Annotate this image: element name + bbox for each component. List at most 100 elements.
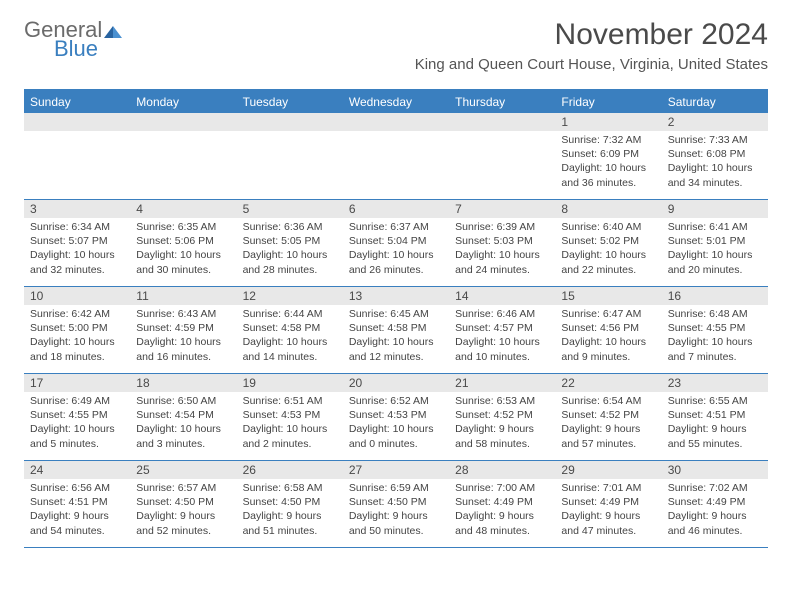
cell-body: Sunrise: 6:58 AMSunset: 4:50 PMDaylight:…	[237, 479, 343, 542]
day-header: Wednesday	[343, 91, 449, 113]
sunrise-text: Sunrise: 6:49 AM	[30, 394, 124, 408]
sunrise-text: Sunrise: 6:51 AM	[243, 394, 337, 408]
sunrise-text: Sunrise: 6:58 AM	[243, 481, 337, 495]
sunrise-text: Sunrise: 6:48 AM	[668, 307, 762, 321]
cell-body	[449, 131, 555, 191]
daylight-text: Daylight: 10 hours and 18 minutes.	[30, 335, 124, 363]
day-number: 9	[662, 200, 768, 218]
sunset-text: Sunset: 4:59 PM	[136, 321, 230, 335]
day-header: Monday	[130, 91, 236, 113]
day-number: 30	[662, 461, 768, 479]
header: GeneralBlue November 2024 King and Queen…	[0, 0, 792, 81]
day-header: Friday	[555, 91, 661, 113]
day-header-row: SundayMondayTuesdayWednesdayThursdayFrid…	[24, 91, 768, 113]
sunrise-text: Sunrise: 6:37 AM	[349, 220, 443, 234]
calendar-cell: 19Sunrise: 6:51 AMSunset: 4:53 PMDayligh…	[237, 374, 343, 460]
logo: GeneralBlue	[24, 18, 122, 60]
sunset-text: Sunset: 4:58 PM	[349, 321, 443, 335]
calendar-cell: 23Sunrise: 6:55 AMSunset: 4:51 PMDayligh…	[662, 374, 768, 460]
sunrise-text: Sunrise: 6:35 AM	[136, 220, 230, 234]
sunset-text: Sunset: 5:07 PM	[30, 234, 124, 248]
sunrise-text: Sunrise: 7:01 AM	[561, 481, 655, 495]
calendar-cell: 2Sunrise: 7:33 AMSunset: 6:08 PMDaylight…	[662, 113, 768, 199]
daylight-text: Daylight: 9 hours and 46 minutes.	[668, 509, 762, 537]
location-text: King and Queen Court House, Virginia, Un…	[415, 56, 768, 73]
day-number: 26	[237, 461, 343, 479]
daylight-text: Daylight: 9 hours and 47 minutes.	[561, 509, 655, 537]
calendar-cell: 5Sunrise: 6:36 AMSunset: 5:05 PMDaylight…	[237, 200, 343, 286]
sunrise-text: Sunrise: 6:53 AM	[455, 394, 549, 408]
sunrise-text: Sunrise: 6:47 AM	[561, 307, 655, 321]
cell-body: Sunrise: 6:42 AMSunset: 5:00 PMDaylight:…	[24, 305, 130, 368]
daylight-text: Daylight: 9 hours and 55 minutes.	[668, 422, 762, 450]
calendar-cell: 6Sunrise: 6:37 AMSunset: 5:04 PMDaylight…	[343, 200, 449, 286]
calendar-cell: 11Sunrise: 6:43 AMSunset: 4:59 PMDayligh…	[130, 287, 236, 373]
sunset-text: Sunset: 4:58 PM	[243, 321, 337, 335]
day-number: 16	[662, 287, 768, 305]
cell-body	[130, 131, 236, 191]
calendar-cell: 15Sunrise: 6:47 AMSunset: 4:56 PMDayligh…	[555, 287, 661, 373]
calendar-cell: 3Sunrise: 6:34 AMSunset: 5:07 PMDaylight…	[24, 200, 130, 286]
day-number	[343, 113, 449, 131]
calendar-cell: 27Sunrise: 6:59 AMSunset: 4:50 PMDayligh…	[343, 461, 449, 547]
day-number: 7	[449, 200, 555, 218]
sunset-text: Sunset: 4:50 PM	[243, 495, 337, 509]
sunrise-text: Sunrise: 7:02 AM	[668, 481, 762, 495]
cell-body	[237, 131, 343, 191]
daylight-text: Daylight: 9 hours and 51 minutes.	[243, 509, 337, 537]
sunrise-text: Sunrise: 6:55 AM	[668, 394, 762, 408]
logo-text-blue: Blue	[54, 37, 122, 60]
cell-body: Sunrise: 6:41 AMSunset: 5:01 PMDaylight:…	[662, 218, 768, 281]
cell-body: Sunrise: 6:37 AMSunset: 5:04 PMDaylight:…	[343, 218, 449, 281]
daylight-text: Daylight: 10 hours and 12 minutes.	[349, 335, 443, 363]
daylight-text: Daylight: 10 hours and 20 minutes.	[668, 248, 762, 276]
sunrise-text: Sunrise: 6:56 AM	[30, 481, 124, 495]
sunrise-text: Sunrise: 6:42 AM	[30, 307, 124, 321]
daylight-text: Daylight: 10 hours and 26 minutes.	[349, 248, 443, 276]
day-number: 10	[24, 287, 130, 305]
daylight-text: Daylight: 10 hours and 14 minutes.	[243, 335, 337, 363]
sunset-text: Sunset: 5:05 PM	[243, 234, 337, 248]
sunset-text: Sunset: 4:51 PM	[30, 495, 124, 509]
sunset-text: Sunset: 5:06 PM	[136, 234, 230, 248]
day-number: 29	[555, 461, 661, 479]
sunrise-text: Sunrise: 6:40 AM	[561, 220, 655, 234]
sunset-text: Sunset: 4:56 PM	[561, 321, 655, 335]
daylight-text: Daylight: 9 hours and 57 minutes.	[561, 422, 655, 450]
daylight-text: Daylight: 10 hours and 22 minutes.	[561, 248, 655, 276]
calendar-cell: 1Sunrise: 7:32 AMSunset: 6:09 PMDaylight…	[555, 113, 661, 199]
month-title: November 2024	[415, 18, 768, 52]
sunset-text: Sunset: 4:53 PM	[243, 408, 337, 422]
calendar-cell: 8Sunrise: 6:40 AMSunset: 5:02 PMDaylight…	[555, 200, 661, 286]
day-number: 11	[130, 287, 236, 305]
sunrise-text: Sunrise: 6:34 AM	[30, 220, 124, 234]
sunrise-text: Sunrise: 6:54 AM	[561, 394, 655, 408]
sunset-text: Sunset: 6:09 PM	[561, 147, 655, 161]
calendar-cell: 4Sunrise: 6:35 AMSunset: 5:06 PMDaylight…	[130, 200, 236, 286]
day-header: Saturday	[662, 91, 768, 113]
sunset-text: Sunset: 4:52 PM	[561, 408, 655, 422]
calendar-cell: 13Sunrise: 6:45 AMSunset: 4:58 PMDayligh…	[343, 287, 449, 373]
cell-body: Sunrise: 6:47 AMSunset: 4:56 PMDaylight:…	[555, 305, 661, 368]
sunset-text: Sunset: 5:03 PM	[455, 234, 549, 248]
sunrise-text: Sunrise: 6:46 AM	[455, 307, 549, 321]
sunrise-text: Sunrise: 7:00 AM	[455, 481, 549, 495]
calendar-cell: 17Sunrise: 6:49 AMSunset: 4:55 PMDayligh…	[24, 374, 130, 460]
calendar-cell: 28Sunrise: 7:00 AMSunset: 4:49 PMDayligh…	[449, 461, 555, 547]
day-number: 17	[24, 374, 130, 392]
sunrise-text: Sunrise: 6:45 AM	[349, 307, 443, 321]
calendar-cell: 14Sunrise: 6:46 AMSunset: 4:57 PMDayligh…	[449, 287, 555, 373]
day-number: 1	[555, 113, 661, 131]
cell-body: Sunrise: 6:39 AMSunset: 5:03 PMDaylight:…	[449, 218, 555, 281]
daylight-text: Daylight: 10 hours and 16 minutes.	[136, 335, 230, 363]
day-number: 4	[130, 200, 236, 218]
sunrise-text: Sunrise: 6:59 AM	[349, 481, 443, 495]
weeks-container: 1 Sunrise: 7:32 AMSunset: 6:09 PM Daylight…	[24, 113, 768, 548]
day-header: Thursday	[449, 91, 555, 113]
day-number: 14	[449, 287, 555, 305]
sunrise-text: Sunrise: 7:32 AM	[561, 133, 655, 147]
day-number	[130, 113, 236, 131]
day-number: 6	[343, 200, 449, 218]
day-number: 15	[555, 287, 661, 305]
cell-body: Sunrise: 6:43 AMSunset: 4:59 PMDaylight:…	[130, 305, 236, 368]
